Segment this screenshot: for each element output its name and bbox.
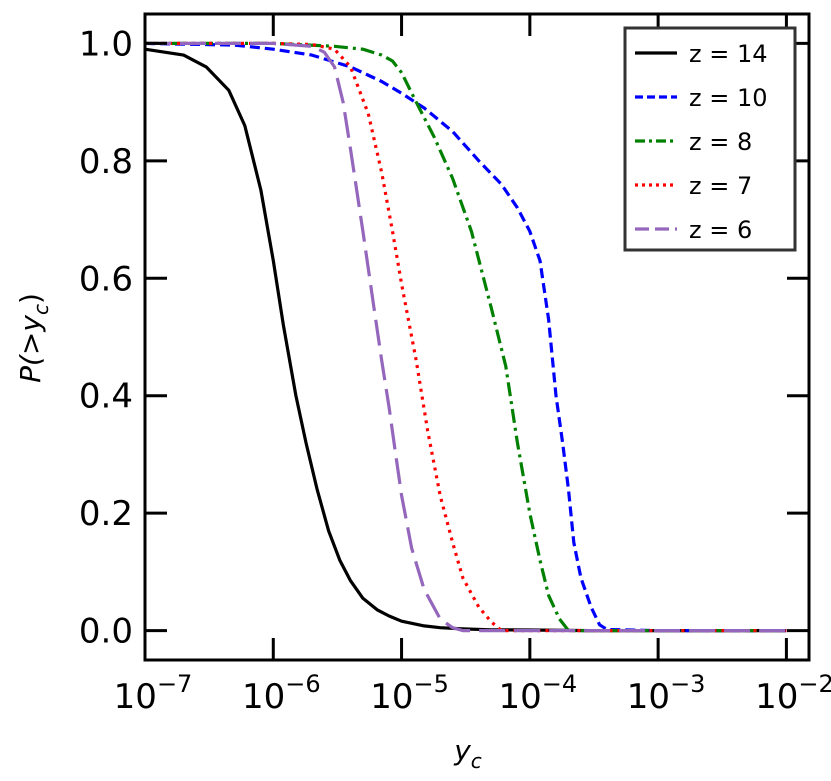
series-line-4 [145, 41, 787, 633]
plot-frame [143, 12, 811, 662]
x-axis-label: yc [453, 734, 482, 773]
y-axis-ticks: 0.0 0.2 0.4 0.6 0.8 1.0 [79, 24, 809, 652]
y-tick-label: 0.2 [79, 494, 133, 534]
x-tick-label: 10−5 [370, 670, 449, 717]
legend-label: z = 8 [689, 128, 752, 156]
legend-label: z = 10 [689, 84, 768, 112]
legend-label: z = 7 [689, 172, 752, 200]
legend-label: z = 14 [689, 40, 768, 68]
y-axis-label: P(>yc) [14, 293, 53, 383]
x-tick-label: 10−7 [114, 670, 193, 717]
y-tick-label: 0.0 [79, 612, 133, 652]
y-tick-label: 0.6 [79, 259, 133, 299]
x-axis-ticks: 10−7 10−6 10−5 10−4 10−3 10−2 [114, 14, 831, 717]
series-lines [144, 41, 787, 633]
legend: z = 14 z = 10 z = 8 z = 7 z = 6 [623, 26, 797, 252]
legend-box [623, 26, 797, 252]
x-tick-label: 10−3 [627, 670, 706, 717]
y-tick-label: 0.8 [79, 142, 133, 182]
x-tick-label: 10−4 [499, 670, 578, 717]
x-tick-label: 10−2 [755, 670, 831, 717]
legend-label: z = 6 [689, 216, 752, 244]
y-tick-label: 1.0 [79, 24, 133, 64]
x-tick-label: 10−6 [242, 670, 321, 717]
series-line-1 [144, 41, 787, 633]
y-tick-label: 0.4 [79, 377, 133, 417]
series-line-2 [145, 41, 787, 633]
